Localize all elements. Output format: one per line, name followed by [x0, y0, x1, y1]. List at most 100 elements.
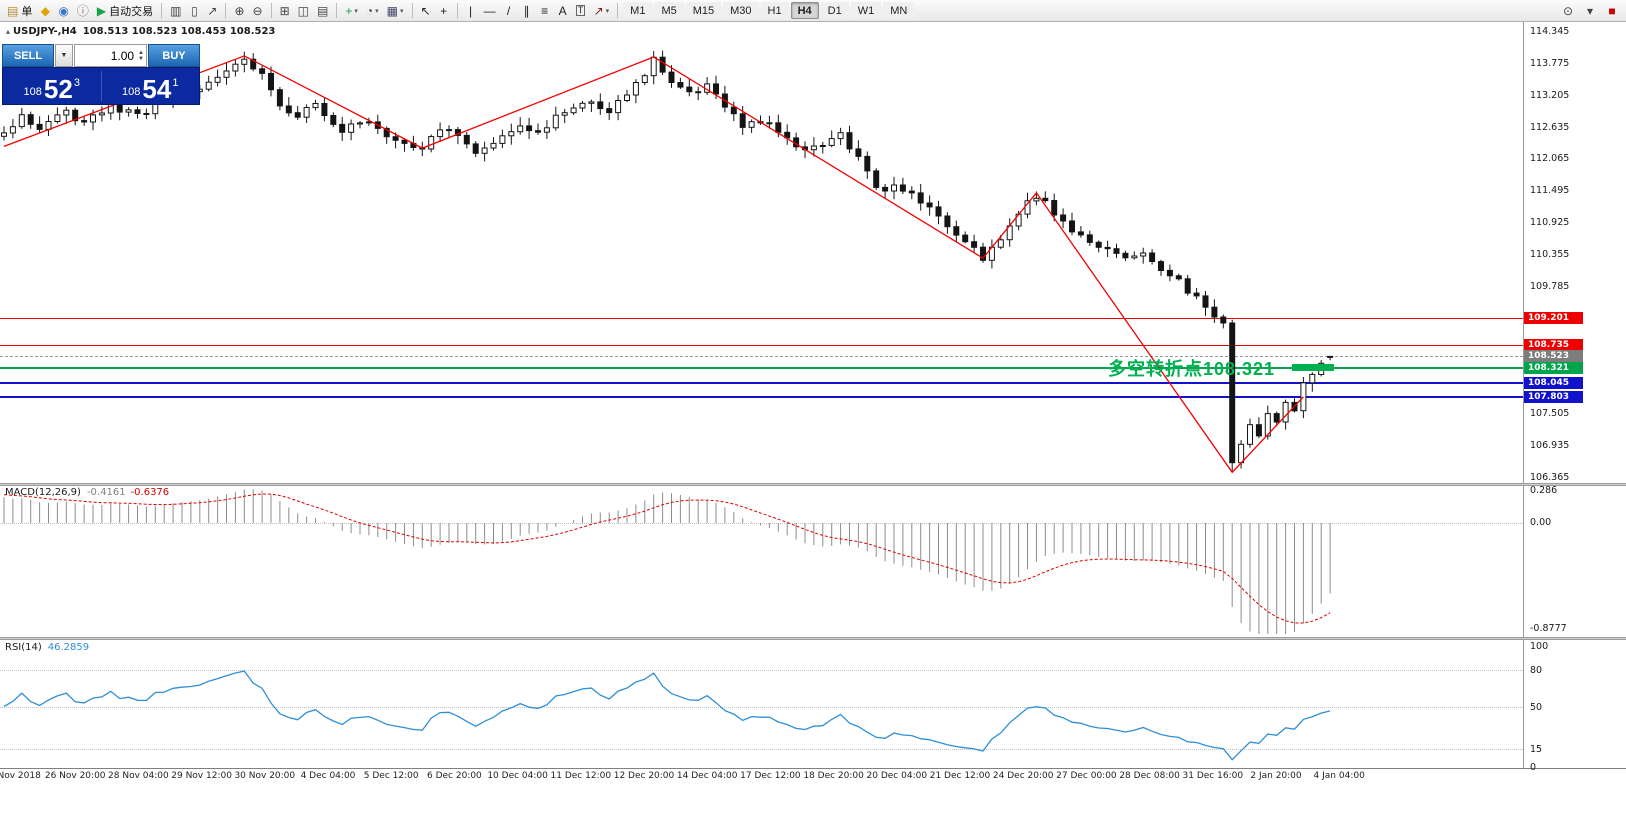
highlight-trend-segment[interactable] — [1292, 364, 1334, 371]
caret-down-icon: ▾ — [605, 7, 610, 15]
caret-down-icon: ▾ — [354, 7, 358, 15]
candlestick-chart-icon[interactable]: ▯ — [185, 2, 203, 20]
period-m5[interactable]: M5 — [654, 2, 684, 19]
price-axis-label: 113.205 — [1530, 89, 1570, 101]
chart-canvas[interactable] — [0, 0, 1523, 769]
volume-spinner[interactable]: ▲ ▼ — [136, 50, 146, 62]
time-axis-label: 10 Dec 04:00 — [487, 771, 548, 781]
time-axis-label: 12 Dec 20:00 — [613, 771, 675, 781]
price-axis-label: 107.505 — [1530, 408, 1570, 420]
price-level-line-107.803[interactable] — [0, 395, 1523, 398]
buy-button[interactable]: BUY — [148, 44, 200, 67]
fibonacci-tool[interactable]: ≡ — [536, 2, 554, 20]
period-h1[interactable]: H1 — [760, 2, 789, 19]
candle — [561, 108, 568, 124]
period-m1[interactable]: M1 — [623, 2, 653, 19]
candle — [1104, 240, 1111, 257]
price-level-line-109.201[interactable] — [0, 318, 1523, 320]
price-axis-label: 106.365 — [1530, 472, 1570, 483]
new-chart-button[interactable]: + ▾ — [341, 2, 362, 20]
period-mn[interactable]: MN — [883, 2, 915, 19]
dropdown-caret-icon[interactable]: ▾ — [1581, 2, 1599, 20]
price-level-line-108.523[interactable] — [0, 356, 1523, 358]
alert-indicator[interactable]: ■ — [1603, 2, 1621, 20]
vertical-line-tool[interactable]: | — [462, 2, 480, 20]
search-icon: ⊙ — [1562, 3, 1573, 18]
panel-separator-rsi[interactable] — [0, 637, 1626, 640]
sell-button[interactable]: SELL — [2, 44, 54, 67]
period-h4[interactable]: H4 — [790, 2, 819, 19]
text-label-tool[interactable]: T — [572, 2, 590, 20]
accounts-icon[interactable]: ◆ — [36, 2, 54, 20]
price-level-line-108.045[interactable] — [0, 382, 1523, 385]
price-axis-label: 112.635 — [1530, 121, 1570, 133]
sell-price[interactable]: 108 52 3 — [3, 76, 101, 104]
price-level-line-108.321[interactable] — [0, 366, 1523, 369]
candle — [330, 112, 337, 128]
profile-icon[interactable]: ◉ — [54, 2, 72, 20]
volume-up-icon[interactable]: ▲ — [138, 49, 144, 56]
trendline-tool[interactable]: / — [500, 2, 518, 20]
volume-dropdown[interactable]: ▼ — [55, 44, 73, 67]
volume-field[interactable]: ▲▼ — [74, 44, 147, 67]
volume-input[interactable] — [75, 47, 137, 64]
macd-signal-line — [3, 493, 1331, 624]
search-icon[interactable]: ⊙ — [1559, 2, 1577, 20]
main-toolbar: ▤ 单 ◆ ◉ ⓘ ▶ 自动交易 ▥ ▯ ↗ ⊕ ⊖ ⊞ ◫ ▤ + ▾ ◔ ▾ ▦ ▾ ↖ + | — / ∥ ≡ A T ↗ ▾ M1 M5 M… — [0, 0, 1626, 22]
info-icon[interactable]: ⓘ — [73, 2, 93, 20]
volume-down-icon[interactable]: ▼ — [138, 55, 144, 62]
cursor-tool[interactable]: ↖ — [417, 2, 435, 20]
candle — [668, 65, 675, 88]
candle — [419, 141, 426, 157]
zoom-in-icon[interactable]: ⊕ — [230, 2, 248, 20]
period-m30[interactable]: M30 — [723, 2, 759, 19]
price-axis-label: 111.495 — [1530, 185, 1570, 197]
buy-price-prefix: 108 — [122, 86, 141, 98]
period-d1[interactable]: D1 — [820, 2, 849, 19]
period-w1[interactable]: W1 — [850, 2, 882, 19]
candle — [526, 117, 533, 139]
candle — [18, 107, 25, 129]
channel-tool[interactable]: ∥ — [518, 2, 536, 20]
zoom-out-icon[interactable]: ⊖ — [249, 2, 267, 20]
cascade-windows-icon[interactable]: ◫ — [294, 2, 313, 20]
tile-windows-icon[interactable]: ⊞ — [276, 2, 294, 20]
candle — [962, 231, 969, 244]
profile-icon-glyph: ◉ — [58, 3, 69, 18]
chart-profiles-button[interactable]: ◔ ▾ — [362, 2, 383, 20]
candle — [437, 122, 444, 142]
candle — [899, 177, 906, 194]
candle — [27, 111, 34, 129]
bar-chart-icon[interactable]: ▥ — [166, 2, 185, 20]
crosshair-tool[interactable]: + — [435, 2, 453, 20]
price-level-line-108.735[interactable] — [0, 344, 1523, 346]
rsi-axis-label: 80 — [1530, 665, 1543, 677]
autotrading-button[interactable]: ▶ 自动交易 — [93, 2, 157, 20]
candle — [695, 86, 702, 101]
rsi-level-line-15 — [0, 748, 1523, 750]
time-axis-label: 6 Dec 20:00 — [426, 771, 482, 781]
arrows-tool[interactable]: ↗ ▾ — [590, 2, 614, 20]
horizontal-line-tool[interactable]: — — [480, 2, 500, 20]
buy-price[interactable]: 108 54 1 — [102, 76, 200, 104]
new-order-button[interactable]: ▤ 单 — [3, 2, 36, 20]
arrange-windows-icon[interactable]: ▤ — [313, 2, 332, 20]
candle — [205, 75, 212, 92]
chart-symbol-header: ▴ USDJPY-,H4 108.513 108.523 108.453 108.5… — [6, 26, 275, 37]
candle — [677, 77, 684, 89]
rsi-axis-label: 50 — [1530, 701, 1543, 713]
panel-separator-macd[interactable] — [0, 483, 1626, 486]
text-tool[interactable]: A — [554, 2, 572, 20]
templates-button[interactable]: ▦ ▾ — [383, 2, 408, 20]
symbol-icon: ▴ — [6, 27, 11, 36]
price-divider — [100, 71, 102, 101]
period-m15[interactable]: M15 — [685, 2, 722, 19]
candle — [517, 117, 524, 135]
time-axis-label: 26 Nov 20:00 — [44, 771, 106, 781]
trendline-glyph: / — [506, 3, 511, 18]
zigzag-line — [3, 55, 1304, 474]
candle — [1060, 208, 1067, 229]
line-chart-icon[interactable]: ↗ — [203, 2, 221, 20]
candle — [321, 98, 328, 122]
macd-axis-label: 0.00 — [1530, 517, 1552, 528]
